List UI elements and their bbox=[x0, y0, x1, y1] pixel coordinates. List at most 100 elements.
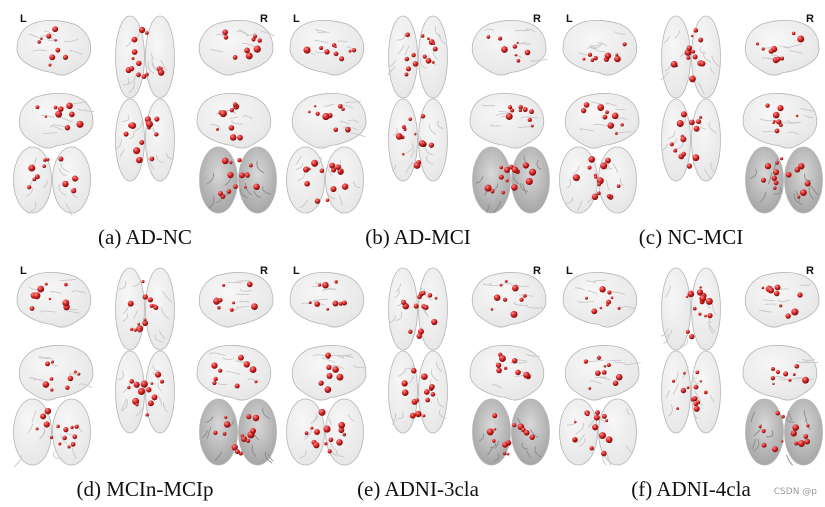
brain-node bbox=[680, 111, 687, 118]
brain-node bbox=[37, 285, 45, 293]
brain-node bbox=[605, 303, 609, 307]
brain-node bbox=[768, 48, 774, 54]
brain-node bbox=[43, 158, 47, 162]
brain-node bbox=[606, 363, 611, 368]
brain-node bbox=[141, 74, 147, 79]
brain-node bbox=[797, 162, 805, 170]
brain-node bbox=[422, 54, 427, 59]
brain-node bbox=[693, 125, 700, 132]
brain-node bbox=[232, 301, 235, 305]
brain-node bbox=[764, 162, 772, 170]
brain-node bbox=[592, 424, 599, 431]
brain-view-lat bbox=[742, 92, 818, 149]
brain-node bbox=[698, 37, 704, 43]
brain-node bbox=[322, 281, 329, 289]
brain-node bbox=[411, 52, 416, 58]
brain-node bbox=[253, 45, 261, 53]
brain-node bbox=[68, 111, 75, 118]
brain-node bbox=[213, 430, 218, 435]
brain-node bbox=[510, 108, 515, 113]
brain-node bbox=[425, 397, 431, 403]
brain-node bbox=[599, 286, 606, 293]
brain-node bbox=[55, 110, 63, 118]
brain-node bbox=[49, 54, 56, 61]
brain-node bbox=[588, 156, 596, 163]
brain-node bbox=[420, 113, 426, 119]
brain-node bbox=[49, 377, 54, 381]
brain-view-back bbox=[199, 398, 277, 466]
brain-node bbox=[427, 293, 433, 298]
brain-node bbox=[42, 164, 46, 169]
brain-node bbox=[605, 419, 609, 423]
brain-node bbox=[43, 421, 50, 428]
brain-node bbox=[414, 398, 420, 403]
brain-node bbox=[691, 49, 696, 54]
brain-node bbox=[32, 177, 37, 182]
brain-node bbox=[496, 367, 502, 374]
brain-node bbox=[788, 378, 792, 382]
brain-node bbox=[780, 157, 784, 161]
brain-node bbox=[587, 165, 592, 170]
brain-node bbox=[673, 148, 678, 153]
brain-node bbox=[796, 195, 801, 199]
brain-node bbox=[693, 384, 699, 390]
brain-node bbox=[240, 436, 247, 443]
brain-node bbox=[245, 52, 253, 60]
brain-node bbox=[493, 427, 497, 431]
brain-views bbox=[286, 15, 550, 214]
brain-node bbox=[773, 180, 779, 186]
brain-node bbox=[612, 380, 619, 387]
brain-node bbox=[486, 428, 494, 436]
brain-node bbox=[228, 125, 235, 131]
brain-view-top bbox=[388, 350, 448, 434]
brain-node bbox=[145, 72, 149, 77]
brain-node bbox=[755, 42, 759, 46]
brain-node bbox=[315, 111, 320, 116]
brain-view-lat bbox=[291, 92, 367, 149]
brain-node bbox=[698, 312, 702, 316]
panel-adni-4cla: L R (f) ADNI-4cla bbox=[556, 257, 825, 507]
panel-caption: (d) MCIn-MCIp bbox=[76, 477, 214, 501]
brain-node bbox=[493, 294, 501, 301]
brain-node bbox=[797, 292, 803, 298]
brain-view-back bbox=[199, 146, 277, 214]
brain-node bbox=[525, 177, 533, 186]
brain-node bbox=[337, 103, 343, 109]
brain-node bbox=[518, 104, 523, 110]
brain-node bbox=[215, 127, 219, 131]
brain-node bbox=[147, 400, 154, 407]
brain-node bbox=[155, 371, 162, 378]
brain-node bbox=[245, 173, 250, 178]
brain-node bbox=[333, 51, 339, 57]
brain-node bbox=[604, 157, 611, 164]
brain-node bbox=[707, 312, 713, 319]
brain-view-top bbox=[387, 15, 448, 99]
brain-node bbox=[593, 55, 598, 61]
brain-node bbox=[572, 174, 580, 182]
brain-view-back bbox=[745, 146, 823, 214]
brain-node bbox=[55, 47, 61, 53]
brain-node bbox=[501, 190, 505, 195]
brain-node bbox=[65, 385, 70, 390]
brain-node bbox=[699, 380, 703, 383]
brain-node bbox=[490, 189, 495, 194]
brain-node bbox=[794, 363, 800, 369]
brain-node bbox=[590, 58, 595, 63]
brain-node bbox=[62, 180, 69, 188]
brain-node bbox=[133, 381, 140, 388]
brain-node bbox=[527, 117, 532, 123]
brain-view-back bbox=[13, 398, 91, 467]
brain-node bbox=[761, 442, 767, 448]
brain-node bbox=[324, 442, 328, 446]
brain-node bbox=[325, 352, 331, 359]
brain-node bbox=[676, 407, 680, 411]
brain-node bbox=[44, 115, 48, 118]
brain-node bbox=[524, 49, 531, 56]
brain-node bbox=[685, 329, 690, 334]
brain-node bbox=[237, 158, 242, 163]
panel-ad-nc: L R (a) AD-NC bbox=[10, 5, 280, 255]
brain-views bbox=[286, 267, 550, 466]
brain-node bbox=[432, 46, 438, 52]
brain-node bbox=[37, 40, 41, 44]
left-hemisphere-label: L bbox=[566, 265, 573, 277]
